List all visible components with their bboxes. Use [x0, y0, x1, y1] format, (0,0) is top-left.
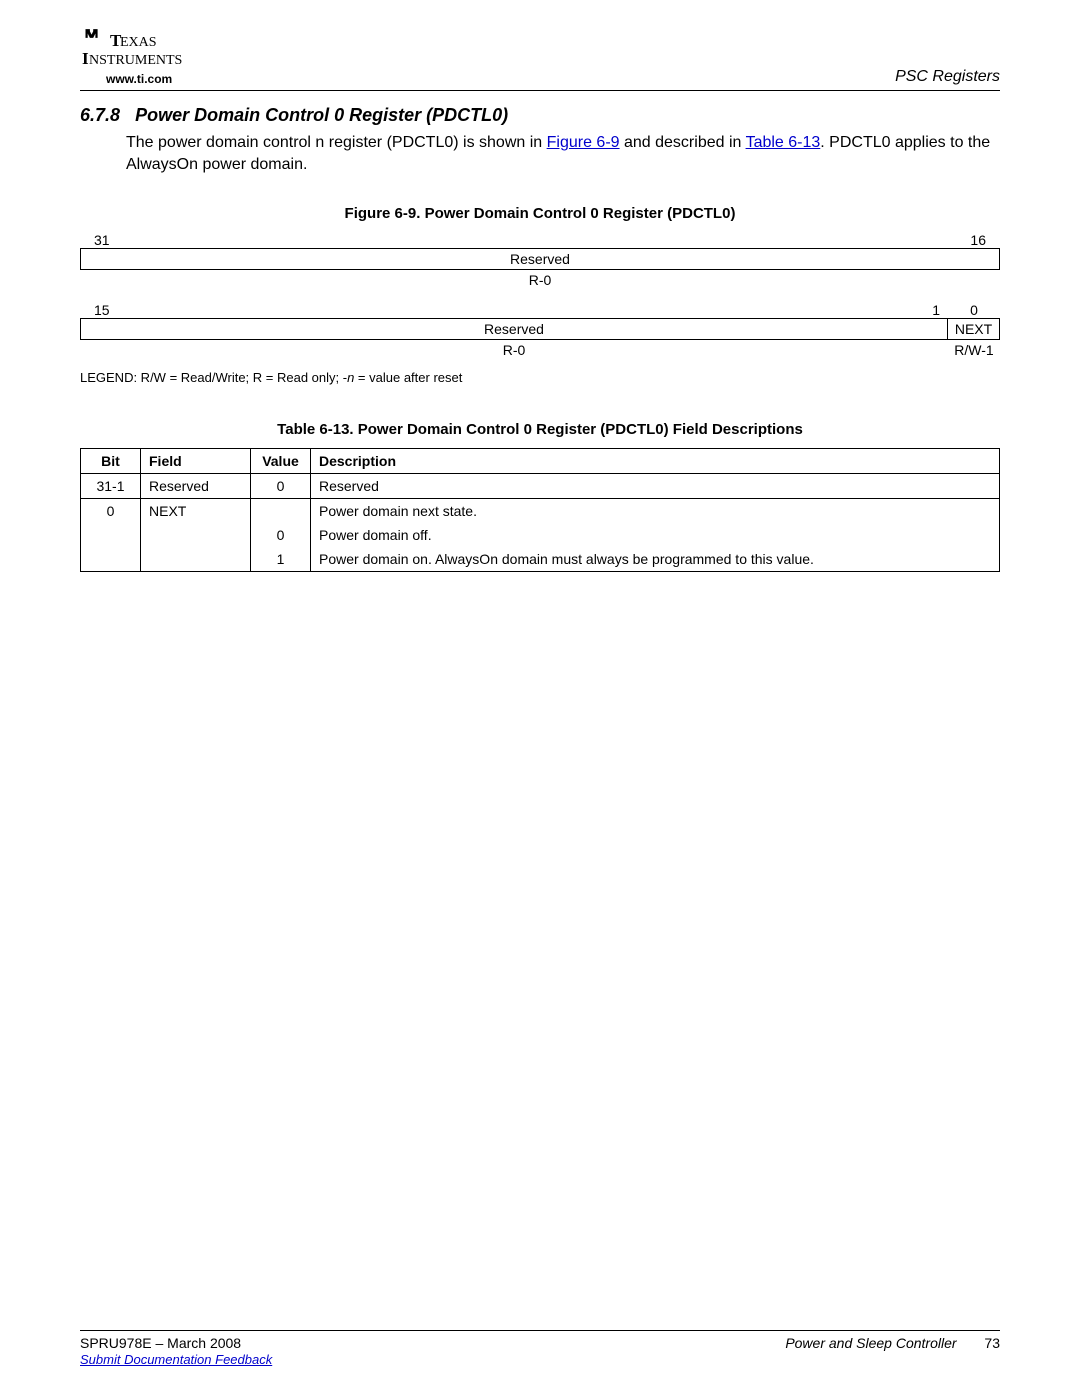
legend-text: = value after reset: [354, 370, 462, 385]
ti-logo-icon: T EXAS I NSTRUMENTS: [80, 28, 200, 70]
reg-field-access: R-0: [80, 340, 948, 360]
cell-value: 0: [251, 474, 311, 499]
footer-divider: [80, 1330, 1000, 1331]
reg-field-name: Reserved: [81, 249, 999, 269]
header-section-label: PSC Registers: [895, 68, 1000, 86]
reg-bit-row: 31 16: [80, 232, 1000, 248]
table-row: 1 Power domain on. AlwaysOn domain must …: [81, 547, 1000, 572]
cell-field: [141, 547, 251, 572]
cell-bit: 0: [81, 499, 141, 524]
footer-title-block: Power and Sleep Controller 73: [785, 1335, 1000, 1351]
cell-field: [141, 523, 251, 547]
reg-access-row: R-0: [80, 270, 1000, 290]
bit-label: 31: [80, 232, 960, 248]
table-caption: Table 6-13. Power Domain Control 0 Regis…: [80, 421, 1000, 438]
reg-field-access: R/W-1: [948, 340, 1000, 360]
footer-page-number: 73: [984, 1335, 1000, 1351]
cell-bit: 31-1: [81, 474, 141, 499]
cell-desc: Power domain next state.: [311, 499, 1000, 524]
table-row: 0 Power domain off.: [81, 523, 1000, 547]
bit-label: 1: [896, 302, 948, 318]
page-header: T EXAS I NSTRUMENTS www.ti.com PSC Regis…: [80, 28, 1000, 86]
section-title: Power Domain Control 0 Register (PDCTL0): [135, 105, 508, 125]
figure-legend: LEGEND: R/W = Read/Write; R = Read only;…: [80, 370, 1000, 385]
header-divider: [80, 90, 1000, 91]
cell-desc: Reserved: [311, 474, 1000, 499]
svg-text:EXAS: EXAS: [120, 35, 157, 50]
para-text: The power domain control n register (PDC…: [126, 134, 547, 151]
cell-bit: [81, 547, 141, 572]
cell-value: 1: [251, 547, 311, 572]
para-text: and described in: [620, 134, 746, 151]
col-header-value: Value: [251, 449, 311, 474]
logo-block: T EXAS I NSTRUMENTS www.ti.com: [80, 28, 200, 86]
reg-bit-row: 15 1 0: [80, 302, 1000, 318]
bit-label: 0: [948, 302, 1000, 318]
table-row: 0 NEXT Power domain next state.: [81, 499, 1000, 524]
svg-text:I: I: [82, 49, 89, 68]
svg-text:NSTRUMENTS: NSTRUMENTS: [89, 53, 182, 68]
cell-value: [251, 499, 311, 524]
footer-feedback-link[interactable]: Submit Documentation Feedback: [80, 1352, 272, 1367]
legend-text: LEGEND: R/W = Read/Write; R = Read only;…: [80, 370, 347, 385]
col-header-bit: Bit: [81, 449, 141, 474]
section-heading: 6.7.8 Power Domain Control 0 Register (P…: [80, 105, 1000, 126]
figure-caption: Figure 6-9. Power Domain Control 0 Regis…: [80, 205, 1000, 222]
cell-field: NEXT: [141, 499, 251, 524]
col-header-field: Field: [141, 449, 251, 474]
figure-link[interactable]: Figure 6-9: [547, 134, 620, 151]
bit-label: 15: [80, 302, 896, 318]
table-row: 31-1 Reserved 0 Reserved: [81, 474, 1000, 499]
section-paragraph: The power domain control n register (PDC…: [126, 132, 1000, 175]
footer-docid: SPRU978E – March 2008: [80, 1335, 241, 1351]
footer-title: Power and Sleep Controller: [785, 1335, 956, 1351]
reg-field-name: Reserved: [81, 319, 947, 339]
reg-name-row: Reserved: [80, 248, 1000, 270]
field-description-table: Bit Field Value Description 31-1 Reserve…: [80, 448, 1000, 572]
reg-name-row: Reserved NEXT: [80, 318, 1000, 340]
cell-desc: Power domain on. AlwaysOn domain must al…: [311, 547, 1000, 572]
register-figure: 31 16 Reserved R-0 15 1 0 Reserved NEXT …: [80, 232, 1000, 360]
cell-value: 0: [251, 523, 311, 547]
bit-label: 16: [960, 232, 1000, 248]
page-footer: SPRU978E – March 2008 Power and Sleep Co…: [80, 1330, 1000, 1369]
reg-access-row: R-0 R/W-1: [80, 340, 1000, 360]
section-number: 6.7.8: [80, 105, 120, 125]
cell-desc: Power domain off.: [311, 523, 1000, 547]
cell-field: Reserved: [141, 474, 251, 499]
col-header-desc: Description: [311, 449, 1000, 474]
reg-field-name: NEXT: [947, 319, 999, 339]
header-url[interactable]: www.ti.com: [106, 72, 200, 86]
table-header-row: Bit Field Value Description: [81, 449, 1000, 474]
table-link[interactable]: Table 6-13: [746, 134, 821, 151]
cell-bit: [81, 523, 141, 547]
reg-field-access: R-0: [80, 270, 1000, 290]
